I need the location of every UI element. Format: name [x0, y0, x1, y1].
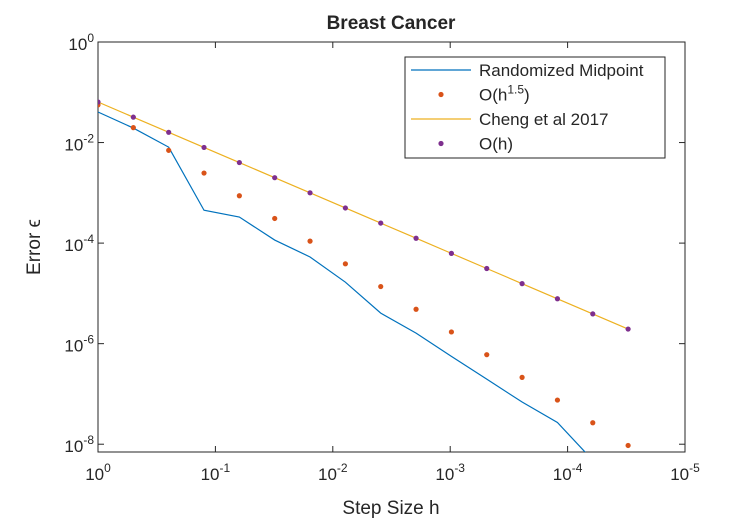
- legend-label: Cheng et al 2017: [479, 110, 609, 129]
- x-tick-label: 10-1: [201, 461, 231, 484]
- series-point: [484, 265, 490, 272]
- x-tick-base: 10: [435, 465, 454, 484]
- legend-label: O(h): [479, 135, 513, 154]
- y-tick-exponent: -8: [83, 433, 94, 447]
- series-point: [413, 306, 419, 312]
- x-tick-label: 10-3: [435, 461, 465, 484]
- series-point: [554, 296, 561, 302]
- legend-swatch: [438, 91, 444, 98]
- series-point: [413, 235, 419, 241]
- plot-marks: [98, 99, 631, 452]
- series-line: [98, 101, 629, 330]
- series-point: [98, 99, 101, 105]
- x-tick-exponent: 0: [104, 461, 111, 475]
- legend-entries: Randomized Midpoint O(h1.5) Cheng et al 20…: [411, 61, 644, 154]
- legend-swatch: [438, 140, 444, 147]
- series-point: [307, 190, 313, 196]
- legend-label: Randomized Midpoint: [479, 61, 644, 80]
- series-point: [201, 144, 207, 151]
- series-point: [166, 147, 172, 153]
- series-point: [378, 220, 384, 226]
- x-tick-exponent: -5: [689, 461, 700, 475]
- legend-name-end: ): [524, 86, 530, 105]
- y-tick-label: 10-2: [64, 132, 94, 155]
- y-tick-base: 10: [68, 35, 87, 54]
- x-tick-base: 10: [85, 465, 104, 484]
- y-tick-exponent: -2: [83, 132, 94, 146]
- series-point: [448, 250, 455, 256]
- series-point: [201, 170, 207, 176]
- legend-name: Cheng et al 2017: [479, 110, 609, 129]
- y-tick-exponent: -6: [83, 333, 94, 347]
- series-point: [272, 215, 278, 222]
- legend-name: Randomized Midpoint: [479, 61, 644, 80]
- series-point: [236, 193, 242, 199]
- series-point: [448, 329, 455, 335]
- y-tick-base: 10: [64, 136, 83, 155]
- series-point: [554, 397, 561, 403]
- x-tick-base: 10: [318, 465, 337, 484]
- series-point: [166, 129, 172, 135]
- series-point: [236, 159, 242, 166]
- series-point: [342, 261, 348, 267]
- chart-title: Breast Cancer: [327, 13, 456, 34]
- series-point: [130, 125, 136, 131]
- series-point: [272, 175, 278, 181]
- x-tick-base: 10: [670, 465, 689, 484]
- x-tick-label: 10-5: [670, 461, 700, 484]
- y-tick-base: 10: [64, 236, 83, 255]
- series-point: [625, 326, 631, 332]
- x-tick-label: 100: [85, 461, 111, 484]
- y-tick-base: 10: [64, 437, 83, 456]
- x-tick-base: 10: [553, 465, 572, 484]
- series-point: [519, 281, 525, 287]
- x-tick-exponent: -2: [337, 461, 348, 475]
- y-tick-exponent: 0: [87, 31, 94, 45]
- series-point: [519, 374, 525, 380]
- x-axis-label: Step Size h: [342, 498, 439, 519]
- y-tick-base: 10: [64, 337, 83, 356]
- series-point: [130, 114, 136, 120]
- y-tick-label: 10-6: [64, 333, 94, 356]
- series-point: [484, 352, 490, 358]
- series-line: [98, 111, 586, 452]
- x-tick-label: 10-4: [553, 461, 583, 484]
- series-point: [342, 205, 348, 211]
- y-tick-exponent: -4: [83, 232, 94, 246]
- series-point: [590, 311, 596, 317]
- x-tick-base: 10: [201, 465, 220, 484]
- plot-area: [97, 41, 686, 453]
- x-tick-label: 10-2: [318, 461, 348, 484]
- y-tick-label: 10-8: [64, 433, 94, 456]
- legend-name-sup: 1.5: [507, 83, 524, 97]
- y-axis-label: Error ϵ: [24, 219, 45, 275]
- y-tick-label: 100: [68, 31, 94, 54]
- legend: [404, 56, 666, 159]
- y-tick-label: 10-4: [64, 232, 94, 255]
- legend-name: O(h: [479, 86, 507, 105]
- series-point: [378, 283, 384, 290]
- x-tick-exponent: -3: [454, 461, 465, 475]
- series-point: [307, 238, 313, 244]
- series-point: [590, 420, 596, 426]
- x-tick-exponent: -4: [572, 461, 583, 475]
- legend-name: O(h): [479, 135, 513, 154]
- series-point: [625, 442, 631, 449]
- legend-label: O(h1.5): [479, 83, 530, 105]
- x-tick-exponent: -1: [220, 461, 231, 475]
